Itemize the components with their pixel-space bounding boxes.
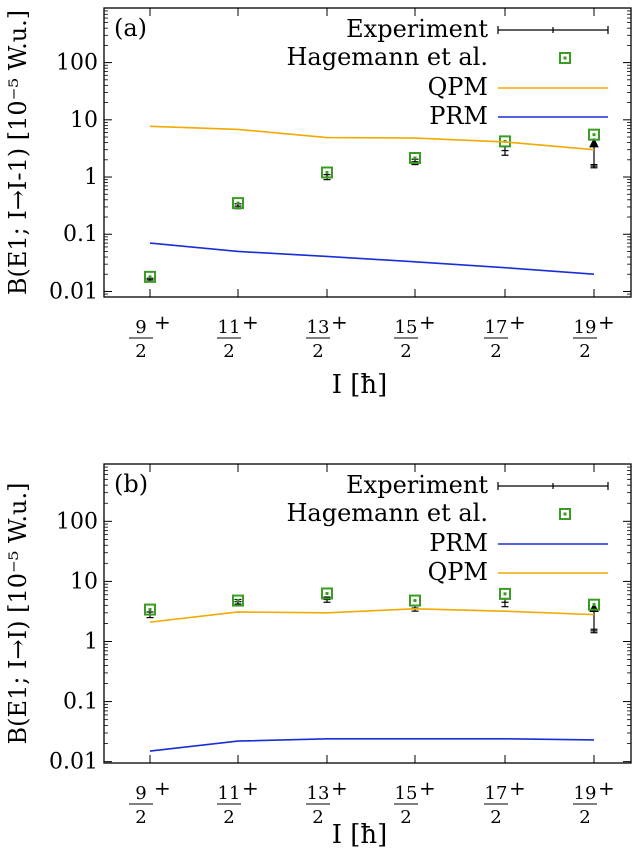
- x-tick-label-superscript: +: [154, 776, 171, 800]
- legend-key-marker-center: [563, 56, 567, 60]
- hagemann-marker-center: [413, 156, 417, 160]
- hagemann-marker: [499, 587, 511, 600]
- panel-b: 0.01 0.1 1 10 100 9 2 + 11 2 + 13 2 + 15 2 + 17 2 + 19 2 + I [ħ…: [4, 463, 632, 850]
- y-axis-label: B(E1; I→I) [10⁻⁵ W.u.]: [4, 483, 32, 745]
- hagemann-marker-center: [592, 133, 596, 137]
- y-tick-label: 100: [56, 509, 98, 534]
- x-tick-label-denominator: 2: [400, 341, 411, 362]
- hagemann-marker: [232, 197, 244, 210]
- hagemann-marker-center: [592, 603, 596, 607]
- x-tick-label-numerator: 15: [395, 317, 418, 338]
- hagemann-marker: [321, 166, 333, 179]
- x-tick-label-superscript: +: [331, 776, 348, 800]
- series-line-prm: [149, 242, 595, 276]
- x-tick-label-numerator: 17: [485, 783, 508, 804]
- hagemann-marker: [409, 152, 421, 165]
- x-tick-label-numerator: 11: [218, 317, 241, 338]
- legend-key-marker: [559, 508, 571, 520]
- x-tick-label-denominator: 2: [579, 807, 590, 828]
- y-tick-label: 0.1: [63, 222, 98, 247]
- legend-label: Hagemann et al.: [286, 499, 488, 527]
- hagemann-marker: [409, 594, 421, 607]
- x-tick-label-denominator: 2: [490, 807, 501, 828]
- x-tick-label-denominator: 2: [312, 807, 323, 828]
- hagemann-marker-center: [148, 275, 152, 279]
- x-axis-label: I [ħ]: [332, 820, 388, 850]
- hagemann-marker-center: [413, 599, 417, 603]
- x-tick-label-numerator: 19: [574, 317, 597, 338]
- x-tick-label-denominator: 2: [135, 341, 146, 362]
- legend-label: Experiment: [346, 15, 488, 43]
- y-tick-label: 0.01: [49, 750, 98, 775]
- x-tick-label-denominator: 2: [579, 341, 590, 362]
- x-tick-label-denominator: 2: [490, 341, 501, 362]
- series-line-qpm: [149, 608, 595, 623]
- legend-label: PRM: [429, 529, 488, 557]
- y-tick-label: 1: [84, 165, 98, 190]
- panel-a: 0.01 0.1 1 10 100 9 2 + 11 2 + 13 2 + 15 2 + 17 2 + 19 2 + I [ħ…: [4, 7, 632, 400]
- hagemann-marker: [588, 128, 600, 141]
- x-tick-label-superscript: +: [331, 310, 348, 334]
- y-tick-label: 10: [70, 108, 98, 133]
- x-tick-label-denominator: 2: [400, 807, 411, 828]
- hagemann-marker-center: [148, 608, 152, 612]
- y-tick-label: 1: [84, 629, 98, 654]
- x-tick-label-numerator: 17: [485, 317, 508, 338]
- series-line-qpm: [149, 125, 595, 151]
- hagemann-marker-center: [236, 201, 240, 205]
- x-tick-label-superscript: +: [242, 776, 259, 800]
- x-tick-label-numerator: 9: [135, 317, 146, 338]
- x-tick-label-superscript: +: [242, 310, 259, 334]
- x-tick-label-superscript: +: [419, 776, 436, 800]
- hagemann-marker: [144, 270, 156, 283]
- x-tick-label-numerator: 9: [135, 783, 146, 804]
- panel-label: (a): [114, 14, 147, 42]
- hagemann-marker-center: [236, 599, 240, 603]
- x-tick-label-superscript: +: [509, 776, 526, 800]
- hagemann-marker-center: [325, 170, 329, 174]
- series-line-prm: [149, 738, 595, 752]
- hagemann-marker: [232, 594, 244, 607]
- legend-label: PRM: [429, 102, 488, 130]
- x-tick-label-numerator: 19: [574, 783, 597, 804]
- panel-label: (b): [114, 470, 148, 498]
- y-tick-label: 100: [56, 51, 98, 76]
- legend-label: Experiment: [346, 471, 488, 499]
- x-tick-label-denominator: 2: [223, 341, 234, 362]
- x-tick-label-denominator: 2: [312, 341, 323, 362]
- x-tick-label-numerator: 11: [218, 783, 241, 804]
- x-tick-label-superscript: +: [509, 310, 526, 334]
- hagemann-marker: [588, 598, 600, 611]
- y-tick-label: 10: [70, 569, 98, 594]
- y-tick-label: 0.1: [63, 690, 98, 715]
- y-tick-label: 0.01: [49, 279, 98, 304]
- x-tick-label-superscript: +: [598, 776, 615, 800]
- x-tick-label-denominator: 2: [135, 807, 146, 828]
- plot-frame: [103, 463, 632, 764]
- x-tick-label-superscript: +: [598, 310, 615, 334]
- x-axis-label: I [ħ]: [332, 370, 388, 400]
- legend-key-marker-center: [563, 512, 567, 516]
- y-axis-label: B(E1; I→I-1) [10⁻⁵ W.u.]: [4, 10, 32, 295]
- hagemann-marker: [321, 587, 333, 600]
- hagemann-marker: [144, 603, 156, 616]
- x-tick-label-numerator: 15: [395, 783, 418, 804]
- legend-key-marker: [559, 52, 571, 64]
- x-tick-label-numerator: 13: [307, 317, 330, 338]
- legend-label: QPM: [428, 73, 488, 101]
- x-tick-label-numerator: 13: [307, 783, 330, 804]
- hagemann-marker-center: [325, 591, 329, 595]
- x-tick-label-superscript: +: [419, 310, 436, 334]
- plot-frame: [103, 7, 632, 298]
- x-tick-label-superscript: +: [154, 310, 171, 334]
- x-tick-label-denominator: 2: [223, 807, 234, 828]
- legend-label: QPM: [428, 558, 488, 586]
- legend-label: Hagemann et al.: [286, 43, 488, 71]
- hagemann-marker-center: [503, 592, 507, 596]
